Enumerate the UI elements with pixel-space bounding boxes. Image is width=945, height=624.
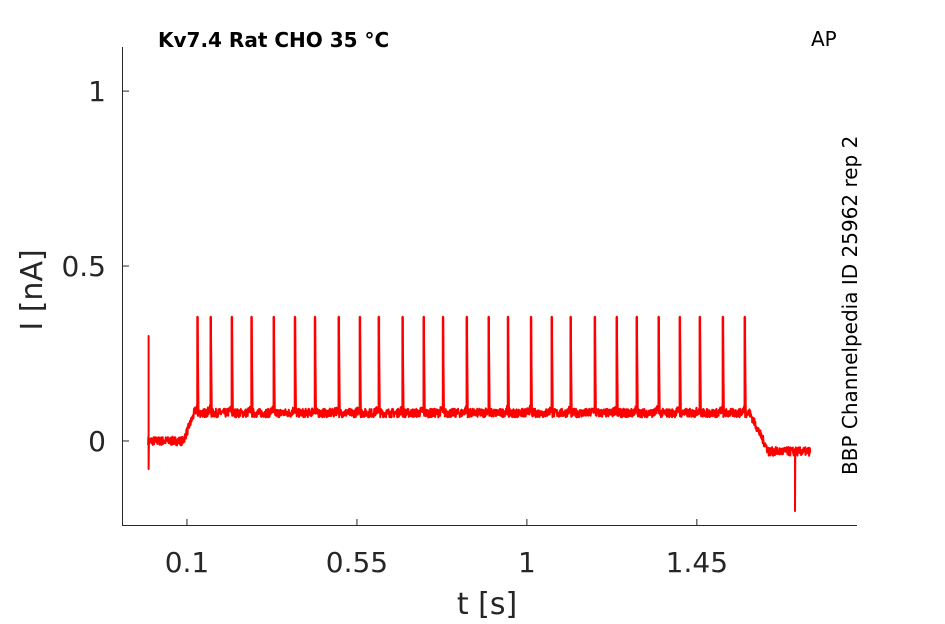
x-axis-label: t [s] — [457, 587, 517, 622]
x-tick-label: 1 — [518, 546, 536, 579]
y-tick-label: 0.5 — [61, 250, 106, 283]
y-tick-label: 0 — [88, 425, 106, 458]
corner-label: AP — [811, 27, 837, 51]
x-ticks: 0.1 0.55 1 1.45 — [165, 519, 728, 579]
side-label: BBP Channelpedia ID 25962 rep 2 — [838, 136, 862, 475]
y-axis-label: I [nA] — [15, 249, 50, 330]
x-tick-label: 0.1 — [165, 546, 210, 579]
y-tick-label: 1 — [88, 75, 106, 108]
current-trace — [147, 315, 812, 512]
plot-area — [147, 315, 812, 512]
chart-title: Kv7.4 Rat CHO 35 °C — [158, 28, 389, 52]
x-tick-label: 1.45 — [666, 546, 728, 579]
y-ticks: 00.51 — [61, 75, 129, 458]
x-tick-label: 0.55 — [326, 546, 388, 579]
